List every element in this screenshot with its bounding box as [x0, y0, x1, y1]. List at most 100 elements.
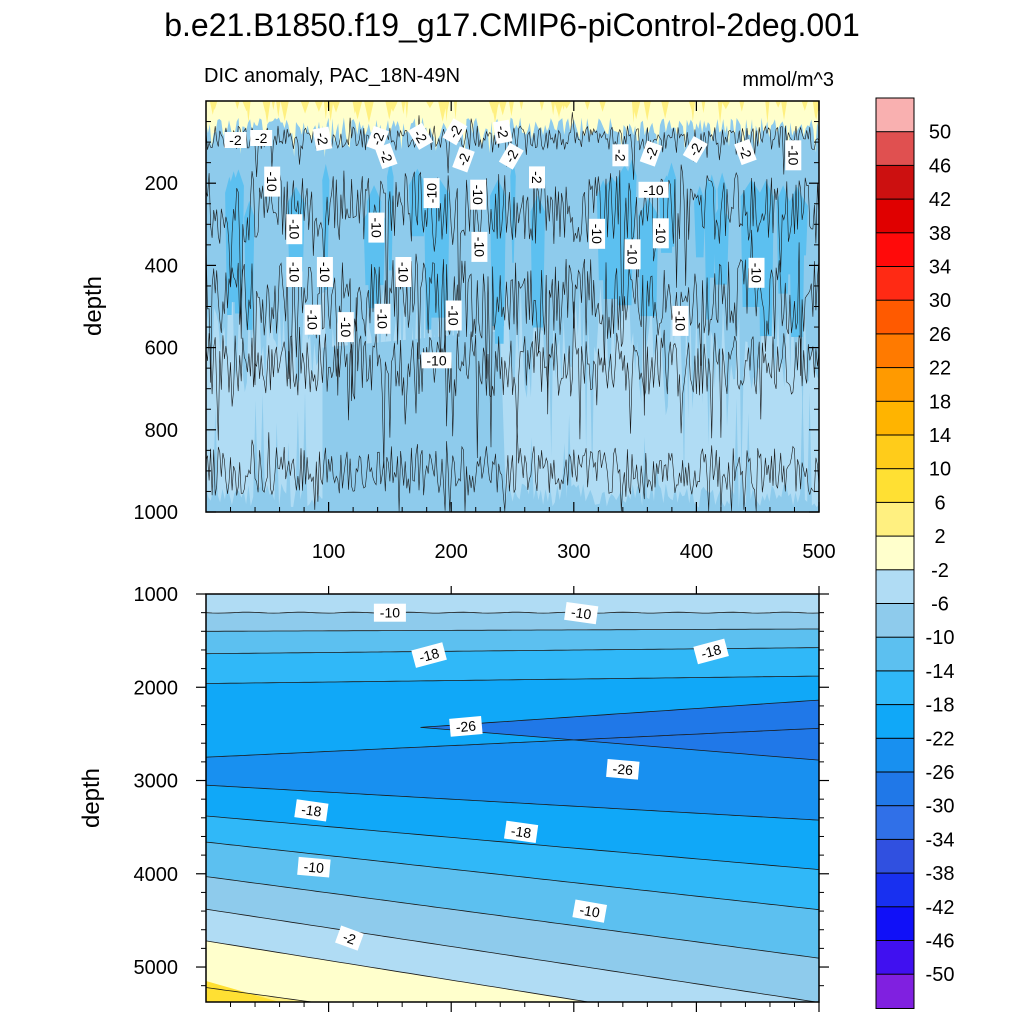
contour-label-box	[304, 304, 321, 335]
upper-panel: -2 -2 -2 -2 -2 -2-2-2-2 -2-2-2 -2 -2 -2 -10-10-10-…	[80, 100, 836, 563]
lower-contour-line	[206, 727, 819, 758]
colorbar-swatch	[875, 501, 915, 538]
contour-label-box	[408, 122, 433, 150]
contour-label-box	[373, 603, 406, 622]
contour-label-text: -10	[785, 145, 801, 165]
lower-frame	[205, 593, 820, 1003]
lower-panel: -10 -10 -18 -18 -26 -26 -18 -18 -10 -10 -2 1000 200…	[78, 584, 829, 1012]
colorbar-swatch	[875, 906, 915, 942]
contour-label-text: -10	[286, 262, 302, 282]
colorbar-swatch	[875, 569, 915, 605]
lower-contour-label: -10	[297, 856, 331, 878]
upper-patch-yellow	[812, 101, 819, 120]
upper-patch-dark	[428, 178, 450, 318]
upper-contour-line	[206, 229, 819, 448]
contour-label-text: -18	[300, 801, 322, 820]
contour-label-box	[294, 799, 329, 822]
lower-band	[206, 647, 819, 684]
contour-label-box	[421, 352, 452, 369]
contour-label-box	[224, 132, 247, 148]
contour-label-text: -10	[395, 262, 411, 282]
colorbar-swatch	[875, 232, 915, 268]
colorbar-swatch	[875, 670, 915, 706]
colorbar-label: -6	[931, 594, 949, 616]
contour-label-box	[682, 135, 708, 164]
colorbar-label: -10	[926, 627, 955, 649]
colorbar-label: 10	[929, 459, 951, 481]
lower-contour-label: -18	[294, 799, 329, 822]
contour-label-box	[471, 231, 488, 262]
contour-label-text: -2	[494, 124, 512, 139]
contour-label-box	[638, 181, 669, 198]
colorbar-swatch	[875, 434, 915, 470]
upper-contour-label: -10	[374, 303, 391, 334]
upper-contour-label: -10	[395, 257, 412, 287]
colorbar-label: -42	[926, 897, 955, 919]
colorbar-label: 18	[929, 391, 951, 413]
contour-label-text: -10	[338, 317, 354, 337]
contour-label-text: -10	[653, 223, 669, 243]
upper-patch-dark	[510, 159, 516, 263]
upper-patch-yellow	[276, 101, 281, 118]
upper-ticks: 100 200 300 400 500 200 400 600 800 1000	[134, 101, 836, 563]
upper-contour-label: -2	[224, 132, 247, 148]
upper-band-bottom	[206, 389, 819, 512]
colorbar-swatch	[875, 838, 915, 875]
contour-label-text: -10	[264, 171, 280, 191]
contour-label-text: -10	[643, 182, 663, 198]
contour-label-box	[504, 820, 539, 843]
upper-contour-label: -10	[421, 352, 452, 369]
upper-patch-yellow	[332, 101, 341, 113]
lower-contour-label: -10	[564, 601, 599, 625]
colorbar-label: 50	[929, 122, 951, 144]
contour-label-text: -2	[454, 151, 473, 168]
contour-label-box	[498, 142, 524, 170]
upper-patch-yellow	[643, 101, 651, 121]
upper-patch-dark	[530, 195, 546, 328]
lower-band	[206, 629, 819, 654]
upper-contour-label: -2	[492, 119, 513, 145]
upper-contour-label: -10	[337, 312, 354, 343]
contour-label-box	[297, 856, 331, 878]
contour-label-box	[312, 126, 333, 152]
contour-label-box	[445, 300, 462, 331]
upper-contour-label: -10	[624, 239, 641, 270]
lower-contour-label: -18	[693, 638, 729, 665]
contour-label-text: -10	[426, 352, 446, 368]
upper-contour-label: -2	[366, 125, 389, 152]
colorbar-label: 14	[929, 425, 951, 447]
upper-contour-label: -2	[498, 142, 524, 170]
colorbar-swatch	[875, 367, 915, 403]
contour-label-text: -10	[286, 219, 302, 239]
colorbar-label: -18	[926, 695, 955, 717]
contour-label-text: -10	[305, 310, 321, 330]
contour-label-text: -2	[255, 130, 268, 146]
upper-contour-label: -2	[312, 126, 333, 152]
lower-y-tick-label: 5000	[134, 957, 179, 979]
upper-patch-yellow	[539, 101, 545, 111]
contour-label-text: -10	[471, 237, 487, 257]
contour-label-box	[366, 125, 389, 152]
contour-label-box	[529, 166, 545, 189]
upper-contour-line	[206, 297, 819, 469]
colorbar-label: -34	[926, 829, 955, 851]
lower-ticks: 1000 2000 3000 4000 5000	[134, 584, 829, 1012]
colorbar-label: 22	[929, 358, 951, 380]
upper-patch-yellow	[246, 101, 251, 123]
upper-contour-label: -10	[471, 231, 488, 262]
upper-patch-dark	[408, 168, 426, 237]
lower-band	[206, 816, 819, 910]
contour-label-box	[395, 257, 412, 287]
colorbar-swatch	[875, 603, 915, 639]
upper-patch-yellow	[405, 101, 409, 119]
contour-label-text: -2	[341, 928, 358, 947]
upper-patch-yellow	[631, 101, 641, 120]
upper-contour-label: -10	[652, 218, 669, 249]
lower-contour-label: -26	[449, 716, 483, 737]
upper-patch-yellow	[315, 101, 323, 108]
colorbar-swatch	[875, 737, 915, 774]
lower-y-axis-label: depth	[78, 768, 105, 828]
contour-label-box	[337, 312, 354, 343]
lower-band	[206, 594, 819, 614]
lower-contour-label: -10	[373, 603, 406, 622]
